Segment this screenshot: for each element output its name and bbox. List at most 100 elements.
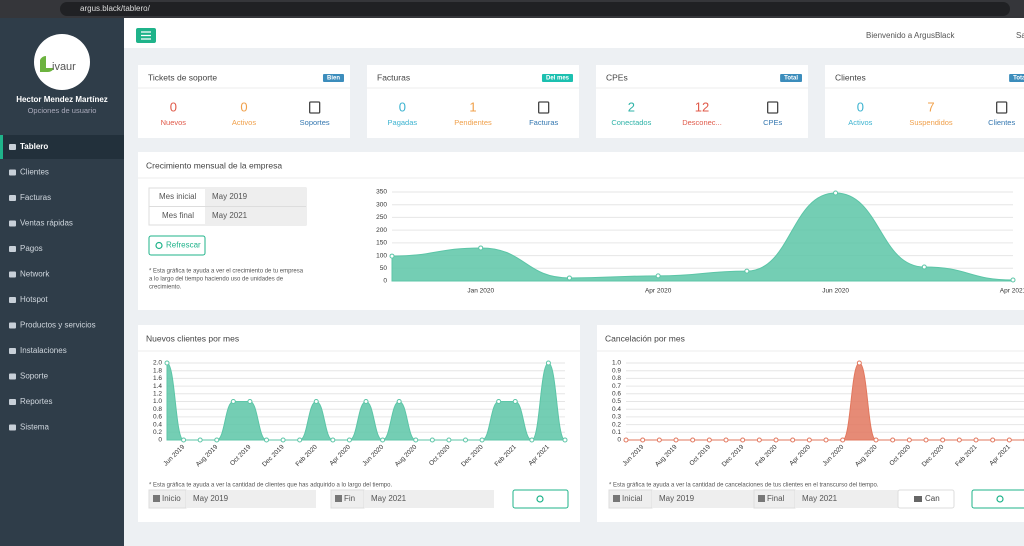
- x-tick-label: Jun 2020: [822, 288, 849, 295]
- data-point: [413, 437, 419, 443]
- stat-label[interactable]: Conectados: [611, 118, 651, 127]
- y-tick-label: 2.0: [153, 360, 162, 367]
- badge-bg: [322, 74, 344, 82]
- y-tick-label: 0.9: [612, 367, 621, 374]
- input[interactable]: [364, 490, 494, 508]
- stat-label[interactable]: Activos: [848, 118, 872, 127]
- input-label: Final: [767, 494, 785, 503]
- data-point: [990, 437, 996, 443]
- refresh-icon: [536, 495, 544, 503]
- data-point: [297, 437, 303, 443]
- data-point: [545, 360, 551, 366]
- data-point: [562, 437, 568, 443]
- menu-item[interactable]: Instalaciones: [20, 346, 67, 355]
- input[interactable]: [652, 490, 782, 508]
- data-point: [706, 437, 712, 443]
- data-point: [723, 437, 729, 443]
- menu-item[interactable]: Tablero: [20, 142, 48, 151]
- note: * Esta gráfica te ayuda a ver el crecimi…: [149, 269, 304, 275]
- data-point: [756, 437, 762, 443]
- refresh-button[interactable]: [148, 235, 206, 256]
- stat-label[interactable]: Nuevos: [161, 118, 187, 127]
- data-point: [1010, 277, 1016, 283]
- calendar-icon: [335, 495, 342, 502]
- y-tick-label: 0.8: [153, 406, 162, 413]
- badge-bg: [541, 74, 573, 82]
- stat-label[interactable]: CPEs: [763, 118, 782, 127]
- menu-item[interactable]: Clientes: [20, 168, 49, 177]
- input[interactable]: [186, 490, 316, 508]
- data-point: [833, 190, 839, 196]
- input-value: May 2021: [802, 494, 838, 503]
- data-point: [512, 399, 518, 404]
- menu-icon: [9, 246, 16, 252]
- stat-value: 1: [469, 99, 476, 114]
- input[interactable]: [795, 490, 925, 508]
- menu-icon: [9, 195, 16, 201]
- data-point: [740, 437, 746, 443]
- calendar-icon: [758, 495, 765, 502]
- menu-item[interactable]: Ventas rápidas: [20, 219, 73, 228]
- stat-label[interactable]: Pagadas: [388, 118, 418, 127]
- stat-label[interactable]: Soportes: [300, 118, 330, 127]
- data-point: [330, 437, 336, 443]
- card-badge: Total: [1013, 76, 1024, 82]
- stat-label[interactable]: Clientes: [988, 118, 1015, 127]
- menu-icon: [141, 31, 151, 40]
- stat-icon: [538, 101, 550, 114]
- refresh-icon: [996, 495, 1004, 503]
- form-label: Mes inicial: [159, 192, 197, 201]
- cancel-button[interactable]: [897, 489, 955, 509]
- logout[interactable]: Sa: [1016, 31, 1024, 40]
- calendar-icon: [613, 495, 620, 502]
- menu-item[interactable]: Pagos: [20, 244, 43, 253]
- badge-bg: [780, 74, 802, 82]
- menu-item[interactable]: Facturas: [20, 193, 51, 202]
- y-tick-label: 0: [158, 437, 162, 444]
- y-tick-label: 1.4: [153, 383, 162, 390]
- data-point: [806, 437, 812, 443]
- data-point: [446, 437, 452, 443]
- stat-label[interactable]: Suspendidos: [909, 118, 953, 127]
- welcome: Bienvenido a ArgusBlack: [866, 31, 956, 40]
- menu-item[interactable]: Soporte: [20, 372, 49, 381]
- stat-label[interactable]: Pendientes: [454, 118, 492, 127]
- refresh-button[interactable]: [512, 489, 569, 509]
- menu-item[interactable]: Sistema: [20, 423, 49, 432]
- y-tick-label: 1.8: [153, 367, 162, 374]
- stat-value: 0: [240, 99, 247, 114]
- stat-value: 12: [695, 99, 709, 114]
- menu-active: [0, 135, 124, 159]
- input-value: May 2021: [371, 494, 407, 503]
- menu-icon: [9, 169, 16, 176]
- address-bar[interactable]: [60, 2, 1010, 16]
- sidebar: [0, 18, 124, 546]
- stat-label[interactable]: Activos: [232, 118, 256, 127]
- menu-icon: [9, 348, 16, 354]
- y-tick-label: 100: [376, 252, 387, 259]
- form-value[interactable]: May 2021: [212, 211, 248, 220]
- y-tick-label: 0: [617, 437, 621, 444]
- data-point: [673, 437, 679, 443]
- y-tick-label: 0: [383, 278, 387, 285]
- menu-item[interactable]: Reportes: [20, 397, 52, 406]
- data-point: [380, 437, 386, 443]
- input-label: Inicio: [162, 494, 181, 503]
- card-title: Clientes: [835, 72, 866, 82]
- menu-item[interactable]: Network: [20, 270, 50, 279]
- menu-item[interactable]: Productos y servicios: [20, 321, 96, 330]
- data-point: [890, 437, 896, 443]
- data-point: [197, 437, 203, 443]
- note: * Esta gráfica te ayuda a ver la cantida…: [149, 483, 392, 489]
- stat-label[interactable]: Desconec...: [682, 118, 722, 127]
- user-options[interactable]: Opciones de usuario: [28, 106, 97, 115]
- data-point: [363, 399, 369, 404]
- x-tick-label: Apr 2020: [645, 288, 672, 295]
- refresh-button[interactable]: [971, 489, 1024, 509]
- menu-item[interactable]: Hotspot: [20, 295, 48, 304]
- y-tick-label: 0.7: [612, 383, 621, 390]
- input-value: May 2019: [659, 494, 695, 503]
- form-value[interactable]: May 2019: [212, 192, 248, 201]
- menu-icon: [9, 322, 16, 329]
- stat-label[interactable]: Facturas: [529, 118, 558, 127]
